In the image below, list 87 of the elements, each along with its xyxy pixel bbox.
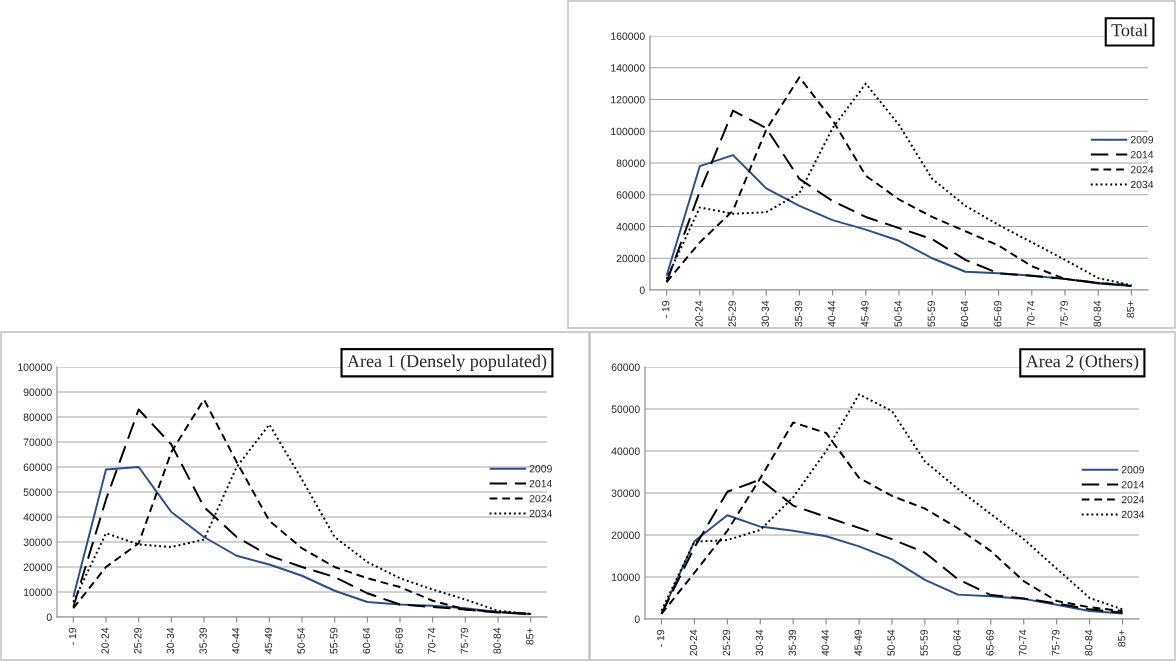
x-tick-label: 45-49 xyxy=(861,300,869,327)
legend-label: 2009 xyxy=(529,465,552,473)
x-tick-label: 20-24 xyxy=(101,627,109,654)
x-tick-label: - 19 xyxy=(68,627,77,645)
x-tick-label: 60-64 xyxy=(362,627,371,654)
x-tick-label: 75-79 xyxy=(1052,629,1060,656)
y-tick-label: 0 xyxy=(639,286,645,294)
y-tick-label: 90000 xyxy=(23,388,52,396)
x-tick-label: 80-84 xyxy=(1085,629,1093,656)
x-tick-label: 35-39 xyxy=(788,629,796,656)
x-tick-label: 40-44 xyxy=(232,627,240,654)
legend-label: 2034 xyxy=(1130,180,1154,189)
x-tick-label: 75-79 xyxy=(1060,300,1068,327)
x-tick-label: - 19 xyxy=(662,300,670,318)
x-tick-label: 65-69 xyxy=(986,629,994,656)
chart-title: Area 2 (Others) xyxy=(1025,354,1139,371)
legend-label: 2034 xyxy=(1121,510,1145,519)
y-tick-label: 160000 xyxy=(611,32,645,40)
x-tick-label: 45-49 xyxy=(854,629,862,656)
x-tick-label: 30-34 xyxy=(761,300,769,327)
y-tick-label: 140000 xyxy=(611,64,645,72)
y-tick-label: 20000 xyxy=(611,531,640,539)
y-tick-label: 60000 xyxy=(611,363,640,371)
y-tick-label: 80000 xyxy=(616,159,645,167)
x-tick-label: 25-29 xyxy=(134,627,142,654)
x-tick-label: 80-84 xyxy=(1093,300,1101,327)
y-tick-label: 100000 xyxy=(18,363,52,371)
x-tick-label: 50-54 xyxy=(887,629,895,656)
x-tick-label: 65-69 xyxy=(395,627,403,654)
y-tick-label: 120000 xyxy=(611,96,645,104)
y-tick-label: 0 xyxy=(634,615,640,623)
legend-label: 2024 xyxy=(529,494,553,503)
y-tick-label: 40000 xyxy=(23,513,52,521)
x-tick-label: 55-59 xyxy=(330,627,338,654)
y-tick-label: 100000 xyxy=(611,127,645,136)
y-tick-label: 40000 xyxy=(616,223,645,231)
x-tick-label: 55-59 xyxy=(920,629,928,656)
x-tick-label: 25-29 xyxy=(722,629,731,656)
y-tick-label: 80000 xyxy=(23,413,52,421)
x-tick-label: 80-84 xyxy=(493,627,501,654)
x-tick-label: - 19 xyxy=(656,629,665,647)
x-tick-label: 65-69 xyxy=(994,300,1002,327)
x-tick-label: 45-49 xyxy=(264,627,273,654)
legend-label: 2024 xyxy=(1130,165,1154,174)
x-tick-label: 75-79 xyxy=(460,627,469,654)
x-tick-label: 20-24 xyxy=(695,300,703,327)
y-tick-label: 10000 xyxy=(23,588,52,596)
y-tick-label: 50000 xyxy=(611,405,640,413)
chart-title: Area 1 (Densely populated) xyxy=(347,354,547,371)
x-tick-label: 20-24 xyxy=(689,629,698,656)
legend-label: 2014 xyxy=(1121,480,1145,489)
x-tick-label: 60-64 xyxy=(960,300,969,327)
y-tick-label: 60000 xyxy=(23,463,52,471)
x-tick-label: 40-44 xyxy=(821,629,829,656)
x-tick-label: 35-39 xyxy=(199,627,207,654)
y-tick-label: 50000 xyxy=(23,488,52,496)
x-tick-label: 55-59 xyxy=(927,300,935,327)
x-tick-label: 70-74 xyxy=(1027,300,1035,327)
x-tick-label: 30-34 xyxy=(755,629,764,656)
x-tick-label: 25-29 xyxy=(728,300,736,327)
legend-label: 2009 xyxy=(1121,466,1144,474)
y-tick-label: 20000 xyxy=(616,254,645,263)
x-tick-label: 35-39 xyxy=(794,300,803,327)
legend-label: 2034 xyxy=(529,509,553,518)
x-tick-label: 50-54 xyxy=(297,627,305,654)
x-tick-label: 85+ xyxy=(1126,300,1135,318)
y-tick-label: 0 xyxy=(46,613,52,621)
x-tick-label: 50-54 xyxy=(894,300,902,327)
legend-label: 2009 xyxy=(1130,136,1154,144)
y-tick-label: 40000 xyxy=(611,447,640,455)
x-tick-label: 60-64 xyxy=(953,629,961,656)
legend-label: 2024 xyxy=(1121,495,1145,504)
y-tick-label: 20000 xyxy=(23,563,52,571)
x-tick-label: 70-74 xyxy=(1019,629,1027,656)
y-tick-label: 60000 xyxy=(616,191,645,199)
x-tick-label: 40-44 xyxy=(828,300,836,327)
legend-label: 2014 xyxy=(529,479,553,488)
y-tick-label: 30000 xyxy=(611,489,640,497)
y-tick-label: 10000 xyxy=(611,573,640,581)
chart-title: Total xyxy=(1111,23,1148,37)
x-tick-label: 30-34 xyxy=(166,627,175,654)
legend-label: 2014 xyxy=(1130,150,1154,159)
y-tick-label: 30000 xyxy=(23,538,52,546)
x-tick-label: 85+ xyxy=(526,627,534,645)
y-tick-label: 70000 xyxy=(23,438,52,446)
x-tick-label: 85+ xyxy=(1117,629,1126,647)
x-tick-label: 70-74 xyxy=(428,627,436,654)
